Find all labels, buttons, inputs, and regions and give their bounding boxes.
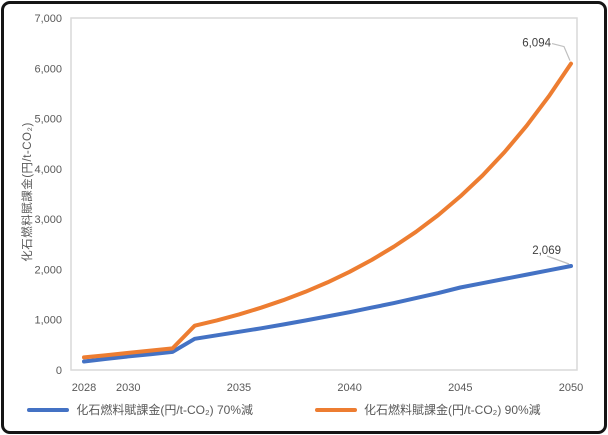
y-tick-label: 0	[56, 365, 62, 377]
legend-line-swatch-90pct	[315, 407, 357, 412]
data-label-70pct: 2,069	[532, 245, 561, 257]
plot-area-border	[70, 17, 578, 371]
y-tick-label: 2,000	[34, 264, 62, 276]
x-tick-label: 2045	[448, 382, 472, 394]
y-tick-label: 6,000	[34, 63, 62, 75]
line-chart-plot: 0 1,000 2,000 3,000 4,000 5,000 6,000 7,000 2028…	[34, 13, 583, 394]
data-label-90pct: 6,094	[522, 38, 551, 50]
data-label-leader-70pct	[546, 255, 570, 265]
x-tick-label: 2050	[559, 382, 583, 394]
x-tick-label: 2030	[116, 382, 140, 394]
legend-line-swatch-70pct	[27, 407, 70, 412]
y-tick-label: 4,000	[34, 164, 62, 176]
y-tick-label: 3,000	[34, 214, 62, 226]
legend-label-90pct: 化石燃料賦課金(円/t-CO₂) 90%減	[364, 403, 541, 417]
series-line-70pct	[82, 264, 573, 364]
legend: 化石燃料賦課金(円/t-CO₂) 70%減 化石燃料賦課金(円/t-CO₂) 9…	[27, 401, 541, 418]
series-line-90pct	[82, 61, 573, 360]
x-tick-label: 2035	[227, 382, 251, 394]
legend-label-70pct: 化石燃料賦課金(円/t-CO₂) 70%減	[76, 403, 253, 417]
legend-item-90pct: 化石燃料賦課金(円/t-CO₂) 90%減	[315, 401, 541, 418]
y-tick-label: 5,000	[34, 114, 62, 126]
data-label-leader-90pct	[551, 43, 571, 61]
legend-item-70pct: 化石燃料賦課金(円/t-CO₂) 70%減	[27, 401, 253, 418]
y-tick-label: 1,000	[34, 315, 62, 327]
x-tick-label: 2028	[72, 382, 96, 394]
y-tick-label: 7,000	[34, 13, 62, 25]
x-tick-label: 2040	[337, 382, 361, 394]
